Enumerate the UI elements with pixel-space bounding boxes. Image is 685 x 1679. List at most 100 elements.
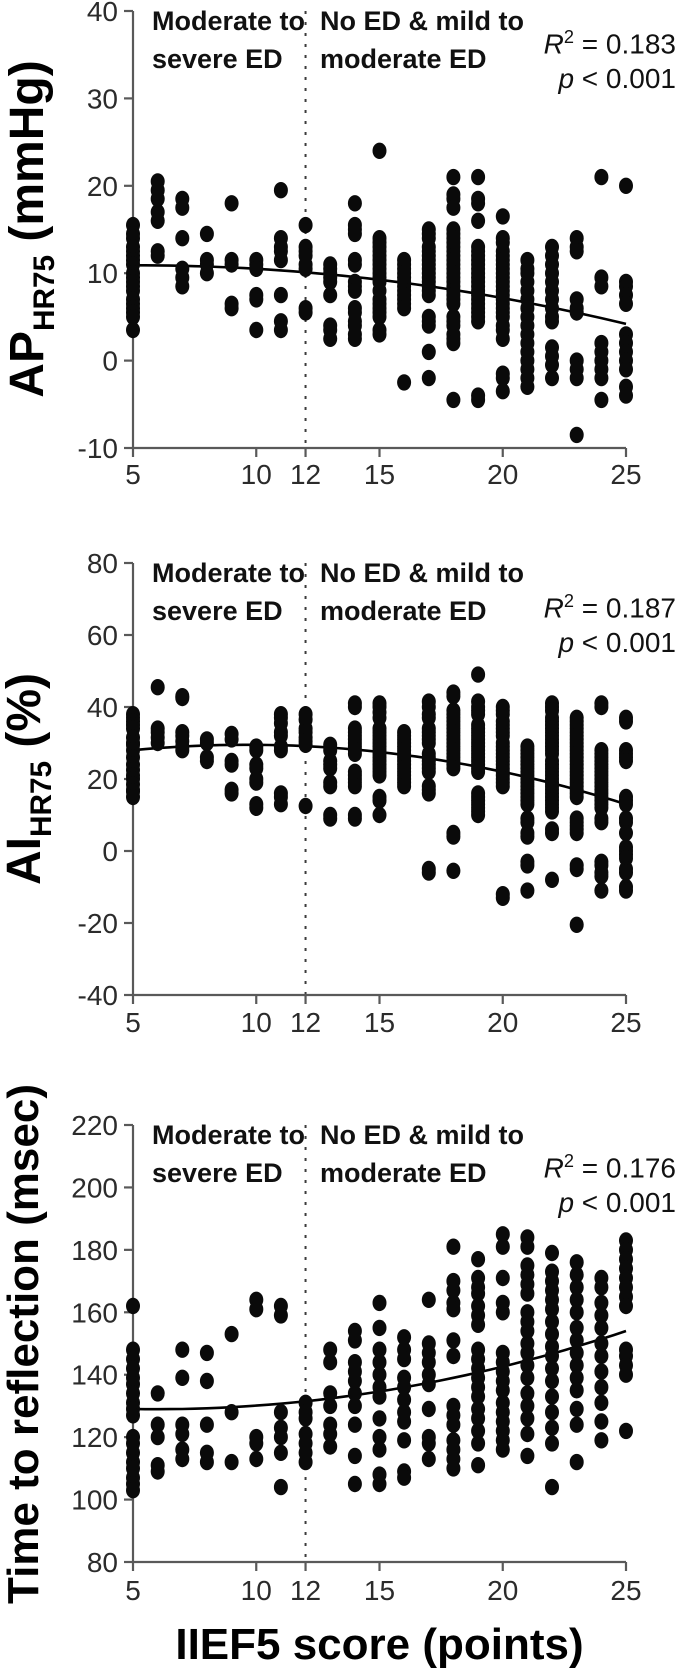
data-point bbox=[126, 321, 140, 339]
data-point bbox=[471, 1388, 486, 1405]
stats-panel3: R2 = 0.176 p < 0.001 bbox=[544, 1144, 676, 1220]
region-label-left-panel2: Moderate to severe ED bbox=[152, 558, 306, 626]
data-point bbox=[421, 1435, 436, 1452]
data-point bbox=[150, 212, 165, 229]
x-tick-label: 15 bbox=[364, 1007, 395, 1038]
y-tick-label: 0 bbox=[102, 836, 118, 867]
data-point bbox=[545, 1301, 559, 1318]
data-point bbox=[175, 278, 190, 295]
data-point bbox=[249, 1450, 264, 1468]
data-point bbox=[298, 216, 313, 234]
data-point bbox=[199, 1416, 214, 1433]
x-tick-label: 5 bbox=[125, 1007, 141, 1038]
x-tick-label: 12 bbox=[290, 1007, 321, 1038]
data-point bbox=[298, 260, 313, 277]
data-point bbox=[446, 391, 461, 409]
data-point bbox=[471, 1316, 486, 1334]
data-point bbox=[446, 828, 461, 845]
data-point bbox=[150, 1385, 165, 1402]
data-point bbox=[347, 745, 362, 762]
data-point bbox=[397, 300, 412, 317]
data-point bbox=[471, 1435, 486, 1452]
data-point bbox=[126, 1297, 140, 1315]
data-point bbox=[471, 666, 486, 683]
data-point bbox=[520, 828, 535, 845]
data-point bbox=[545, 871, 559, 888]
data-point bbox=[619, 361, 633, 378]
data-point bbox=[619, 882, 633, 899]
r-squared-text: R2 = 0.183 bbox=[543, 27, 676, 60]
data-point bbox=[273, 182, 288, 199]
data-point bbox=[224, 300, 239, 317]
data-point bbox=[347, 1475, 362, 1493]
data-point bbox=[298, 304, 313, 321]
data-point bbox=[471, 1422, 486, 1440]
data-point bbox=[520, 882, 535, 899]
data-point bbox=[545, 356, 559, 374]
p-value-text: p < 0.001 bbox=[558, 63, 676, 95]
region-label-right-panel1: No ED & mild to moderate ED bbox=[320, 6, 524, 74]
data-point bbox=[520, 378, 535, 395]
data-point bbox=[421, 369, 436, 387]
data-point bbox=[323, 760, 338, 777]
data-point bbox=[446, 1301, 461, 1318]
data-point bbox=[569, 1319, 584, 1337]
region-label-right-panel2: No ED & mild to moderate ED bbox=[320, 558, 524, 626]
data-point bbox=[594, 868, 609, 885]
data-point bbox=[594, 698, 609, 716]
data-point bbox=[495, 1304, 510, 1321]
data-point bbox=[619, 1297, 633, 1315]
y-tick-label: 200 bbox=[71, 1172, 118, 1203]
stats-panel1: R2 = 0.183 p < 0.001 bbox=[544, 20, 676, 96]
data-point bbox=[446, 168, 461, 186]
data-point bbox=[569, 824, 584, 842]
data-point bbox=[175, 199, 190, 216]
data-point bbox=[569, 1453, 584, 1471]
y-tick-label: 160 bbox=[71, 1297, 118, 1328]
data-point bbox=[619, 295, 633, 312]
data-point bbox=[224, 731, 239, 748]
x-tick-label: 15 bbox=[364, 1575, 395, 1606]
data-point bbox=[323, 1425, 338, 1443]
data-point bbox=[471, 313, 486, 330]
data-point bbox=[619, 177, 633, 194]
data-point bbox=[273, 321, 288, 339]
data-point bbox=[372, 1294, 387, 1312]
region-label-right-panel3: No ED & mild to moderate ED bbox=[320, 1120, 524, 1188]
x-axis-title: IIEF5 score (points) bbox=[175, 1620, 584, 1669]
data-point bbox=[273, 1444, 288, 1462]
data-point bbox=[421, 1450, 436, 1468]
r-squared-text: R2 = 0.176 bbox=[543, 1151, 676, 1184]
data-point bbox=[397, 1329, 412, 1346]
data-point bbox=[323, 1354, 338, 1371]
data-point bbox=[619, 387, 633, 404]
x-tick-label: 25 bbox=[610, 459, 641, 490]
data-point bbox=[520, 1357, 535, 1374]
data-point bbox=[249, 1435, 264, 1452]
data-point bbox=[249, 799, 264, 816]
data-point bbox=[619, 713, 633, 730]
data-point bbox=[372, 1428, 387, 1446]
data-point bbox=[372, 1410, 387, 1427]
x-tick-label: 20 bbox=[487, 459, 518, 490]
data-point bbox=[249, 291, 264, 308]
data-point bbox=[594, 278, 609, 295]
data-point bbox=[175, 742, 190, 759]
data-point bbox=[520, 796, 535, 813]
data-point bbox=[397, 374, 412, 391]
y-axis-label-panel3: Time to reflection (msec) bbox=[0, 1084, 49, 1604]
data-point bbox=[298, 1453, 313, 1471]
data-point bbox=[545, 1435, 559, 1452]
data-point bbox=[199, 734, 214, 752]
data-point bbox=[446, 1460, 461, 1477]
data-point bbox=[520, 1369, 535, 1387]
x-tick-label: 5 bbox=[125, 459, 141, 490]
data-point bbox=[150, 1428, 165, 1446]
data-point bbox=[199, 1344, 214, 1362]
data-point bbox=[520, 1397, 535, 1415]
r-squared-text: R2 = 0.187 bbox=[543, 591, 676, 624]
data-point bbox=[224, 195, 239, 212]
y-tick-label: 180 bbox=[71, 1235, 118, 1266]
data-point bbox=[421, 1375, 436, 1393]
